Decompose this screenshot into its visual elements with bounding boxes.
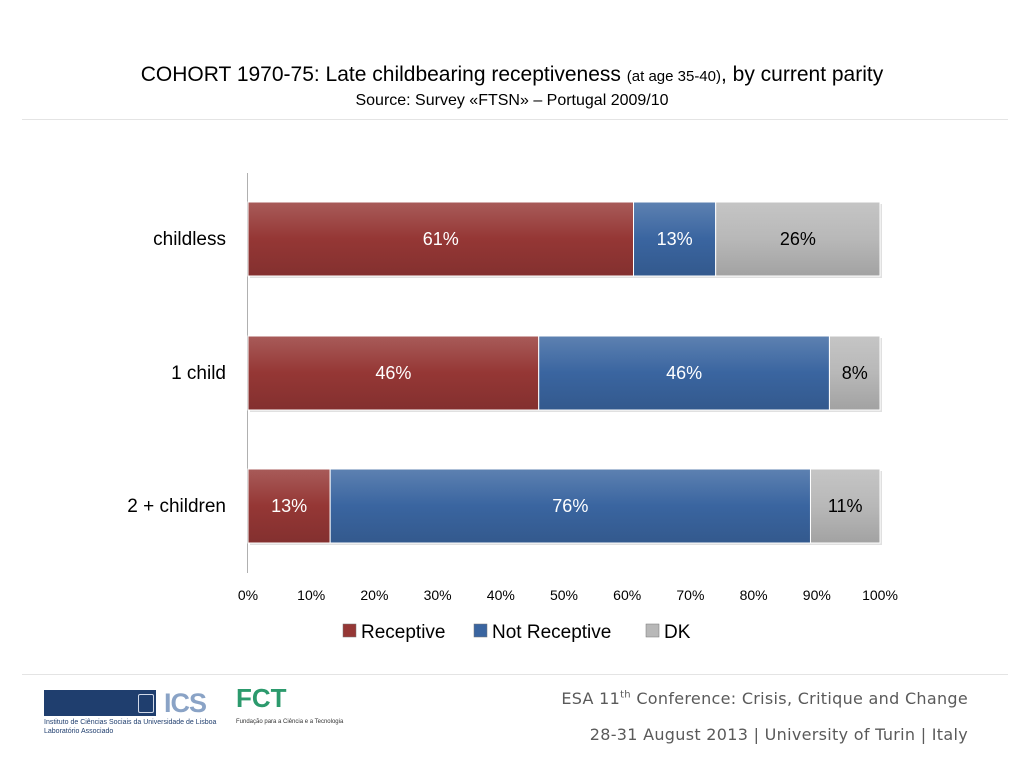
- footer-divider: [22, 674, 1008, 675]
- chart-title: COHORT 1970-75: Late childbearing recept…: [0, 62, 1024, 90]
- ics-logo: ICS: [44, 688, 220, 718]
- ics-caption: Instituto de Ciências Sociais da Univers…: [44, 718, 234, 736]
- ics-caption-line2: Laboratório Associado: [44, 728, 114, 735]
- data-label-childless-not-receptive: 13%: [657, 229, 693, 249]
- data-label-childless-receptive: 61%: [423, 229, 459, 249]
- legend-label-receptive: Receptive: [361, 622, 446, 643]
- legend-swatch-not-receptive: [473, 623, 488, 638]
- x-tick-label: 50%: [550, 587, 578, 603]
- x-tick-label: 70%: [676, 587, 704, 603]
- data-label-2-children-dk: 11%: [828, 496, 863, 516]
- category-label-1-child: 1 child: [171, 363, 226, 384]
- category-label-2-children: 2 + children: [127, 496, 226, 517]
- data-label-1-child-receptive: 46%: [375, 363, 411, 383]
- chart-title-age-note: (at age 35-40): [626, 68, 721, 85]
- category-labels: childless 1 child 2 + children: [127, 229, 226, 517]
- ics-logo-text: ICS: [164, 688, 207, 718]
- bar-childless-dk: [715, 201, 881, 277]
- bar-1-child-receptive: [247, 335, 540, 411]
- x-tick-label: 30%: [424, 587, 452, 603]
- bar-1-child-dk: [828, 335, 881, 411]
- x-tick-label: 20%: [360, 587, 388, 603]
- conference-suffix: Conference: Crisis, Critique and Change: [630, 689, 968, 708]
- conference-title: ESA 11th Conference: Crisis, Critique an…: [561, 689, 968, 708]
- x-tick-label: 0%: [238, 587, 258, 603]
- ics-caption-line1: Instituto de Ciências Sociais da Univers…: [44, 719, 217, 726]
- bar-2-children-receptive: [247, 468, 331, 544]
- bar-2-children-not-receptive: [329, 468, 811, 544]
- data-label-2-children-receptive: 13%: [271, 496, 307, 516]
- legend-label-not-receptive: Not Receptive: [492, 622, 611, 643]
- conference-dates-place: 28-31 August 2013 | University of Turin …: [589, 725, 968, 744]
- fct-logo: FCT Fundação para a Ciência e a Tecnolog…: [236, 683, 346, 737]
- x-tick-label: 80%: [740, 587, 768, 603]
- fct-logo-text: FCT: [236, 683, 287, 713]
- x-tick-label: 100%: [862, 587, 898, 603]
- chart-subtitle: Source: Survey «FTSN» – Portugal 2009/10: [355, 92, 669, 109]
- conference-prefix: ESA 11: [561, 689, 621, 708]
- chart-title-end: , by current parity: [721, 63, 884, 86]
- category-label-childless: childless: [153, 229, 226, 250]
- bar-1-child-not-receptive: [538, 335, 830, 411]
- data-label-1-child-not-receptive: 46%: [666, 363, 702, 383]
- x-tick-label: 40%: [487, 587, 515, 603]
- stacked-bar-chart: 61% 13% 26% 46% 46% 8% 13% 76% 11% 0% 10% 20% 30% 40…: [127, 173, 898, 643]
- data-label-1-child-dk: 8%: [842, 363, 868, 383]
- x-tick-label: 10%: [297, 587, 325, 603]
- legend-swatch-dk: [645, 623, 660, 638]
- legend-label-dk: DK: [664, 622, 691, 643]
- bar-2-children-dk: [809, 468, 881, 544]
- university-emblem-icon: [138, 694, 154, 713]
- bars-layer: 61% 13% 26% 46% 46% 8% 13% 76% 11%: [247, 201, 882, 545]
- title-divider: [22, 119, 1008, 120]
- data-label-childless-dk: 26%: [780, 229, 816, 249]
- data-label-2-children-not-receptive: 76%: [552, 496, 588, 516]
- x-tick-label: 90%: [803, 587, 831, 603]
- slide-title-block: COHORT 1970-75: Late childbearing recept…: [0, 62, 1024, 112]
- chart-legend: Receptive Not Receptive DK: [342, 622, 691, 643]
- x-tick-labels: 0% 10% 20% 30% 40% 50% 60% 70% 80% 90% 100%: [238, 587, 898, 603]
- chart-title-main: COHORT 1970-75: Late childbearing recept…: [140, 63, 621, 86]
- footer-logos: ICS Instituto de Ciências Sociais da Uni…: [40, 683, 343, 747]
- x-tick-label: 60%: [613, 587, 641, 603]
- bar-childless-receptive: [247, 201, 635, 277]
- ics-logo-bar: [44, 690, 156, 716]
- conference-ordinal: th: [620, 689, 631, 701]
- legend-swatch-receptive: [342, 623, 357, 638]
- fct-caption: Fundação para a Ciência e a Tecnologia: [236, 719, 344, 725]
